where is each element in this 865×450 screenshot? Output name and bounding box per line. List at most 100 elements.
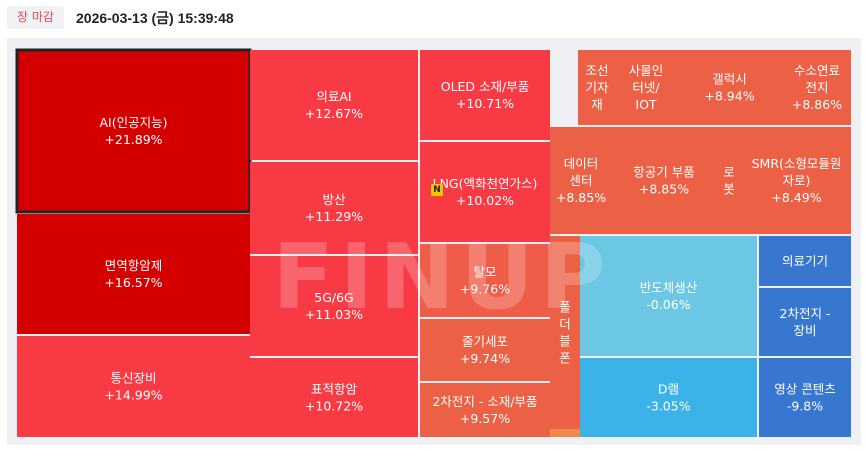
treemap-cell-name: 전지 [805,80,828,95]
treemap-chart: AI(인공지능) +21.89% 면역항암제 +16.57% 통신장비 +14.99% 의료… [15,48,851,437]
treemap-cell-change: +8.86% [792,97,842,112]
treemap-cell[interactable]: 표적항암 +10.72% [250,358,418,437]
treemap-cell-rect [716,127,742,234]
treemap-cell-name: 블 [559,333,571,348]
treemap-cell-change: +9.57% [460,411,510,426]
treemap-cell-name: 탈모 [473,264,496,279]
treemap-cell-name: 반도체생산 [640,280,698,295]
treemap-cell-name: 재 [591,97,603,112]
treemap-cell-change: -9.8% [787,398,823,413]
treemap-cell[interactable]: 면역항암제 +16.57% [17,214,250,334]
treemap-cell-name: 폴 [559,299,571,314]
treemap-cell[interactable]: 통신장비 +14.99% [17,336,250,437]
treemap-cell-rect [420,383,550,437]
treemap-cell-name: 더 [559,316,571,331]
treemap-cell-name: 의료AI [316,89,351,104]
treemap-cell-change: +8.85% [556,190,606,205]
treemap-cell[interactable]: 의료AI +12.67% [250,50,418,160]
treemap-cell-name: 항공기 부품 [633,164,694,179]
treemap-cell-name: 방산 [322,192,346,207]
treemap-cell-rect [612,127,716,234]
treemap-cell-rect [580,358,757,437]
treemap-cell-name: 조선 [585,63,608,78]
treemap-cell-rect [550,236,580,429]
treemap-cell[interactable]: 로봇 [716,127,742,234]
treemap-cell-rect [759,288,851,356]
treemap-cell-change: +11.03% [305,307,363,322]
treemap-cell-rect [742,127,851,234]
treemap-cell-name: D램 [658,381,679,396]
treemap-cell[interactable]: 방산 +11.29% [250,162,418,254]
treemap-cell-name: 통신장비 [110,370,156,385]
treemap-cell-change: +8.49% [771,190,821,205]
treemap-cell-change: +16.57% [104,275,162,290]
treemap-cell-change: +9.74% [460,351,510,366]
treemap-cell-change: +8.94% [704,88,754,103]
treemap-cell-rect [759,358,851,437]
treemap-cell-name: 데이터 [564,156,599,171]
treemap-cell[interactable]: 갤럭시 +8.94% [676,50,783,125]
treemap-cell-rect [616,50,676,125]
treemap-cell-name: 5G/6G [314,290,354,305]
treemap-cell-change: -3.05% [646,398,690,413]
treemap-cell-change: +9.76% [460,281,510,296]
treemap-cell-name: 기자 [585,80,609,95]
treemap-cell-name: 갤럭시 [712,71,747,86]
treemap-cell[interactable]: D램 -3.05% [580,358,757,437]
treemap-cell[interactable]: 2차전지 - 장비 [759,288,851,356]
treemap-cell-name: 장비 [793,323,816,338]
treemap-cell-name: 2차전지 - 소재/부품 [432,394,537,409]
treemap-cell-rect [420,50,550,140]
treemap-cell-name: 의료기기 [782,253,828,268]
treemap-cell[interactable]: 탈모 +9.76% [420,244,550,317]
treemap-cell-rect [420,244,550,317]
treemap-cell-change: +10.71% [456,96,514,111]
treemap-cell-name: 로 [723,164,735,179]
treemap-cell-name: LNG(액화천연가스) [433,176,538,191]
treemap-cell[interactable]: 5G/6G +11.03% [250,256,418,356]
treemap-accent-cell [550,429,580,437]
treemap-cell-rect [17,336,250,437]
treemap-cell-rect [250,162,418,254]
treemap-cell-rect [15,48,252,214]
treemap-cell[interactable]: 영상 콘텐츠 -9.8% [759,358,851,437]
treemap-cell-name: SMR(소형모듈원 [752,156,842,171]
treemap-cell-change: +12.67% [305,106,363,121]
treemap-cell-rect [550,127,612,234]
treemap-cell-change: +10.02% [456,193,514,208]
treemap-cell-rect [783,50,851,125]
treemap-cell-rect [580,236,757,356]
treemap-cell-name: 봇 [723,181,735,196]
treemap-cell[interactable]: 줄기세포 +9.74% [420,319,550,381]
treemap-cell-rect [250,50,418,160]
treemap-cell-name: 폰 [559,350,571,365]
treemap-cell[interactable]: LNG(액화천연가스) +10.02% [420,142,550,242]
treemap-cell[interactable]: 항공기 부품 +8.85% [612,127,716,234]
market-status-badge: 장 마감 [7,6,64,29]
treemap-cell-name: 표적항암 [311,381,358,396]
treemap-cell-rect [759,236,851,286]
treemap-cell-change: +21.89% [104,132,162,147]
treemap-cell[interactable]: 반도체생산 -0.06% [580,236,757,356]
treemap-cell-rect [250,358,418,437]
treemap-cell-name: 면역항암제 [105,258,163,273]
treemap-cell[interactable]: AI(인공지능) +21.89% [15,48,252,214]
treemap-cell-rect [676,50,783,125]
treemap-cell-name: IOT [635,97,657,112]
treemap-cell-name: 터넷/ [632,80,660,95]
treemap-cell-rect [17,214,250,334]
treemap-cell[interactable]: 의료기기 [759,236,851,286]
treemap-cell[interactable]: OLED 소재/부품 +10.71% [420,50,550,140]
treemap-panel: AI(인공지능) +21.89% 면역항암제 +16.57% 통신장비 +14.99% 의료… [7,38,861,445]
treemap-cell-change: -0.06% [646,297,690,312]
treemap-cell-rect [420,319,550,381]
treemap-cell-name: 영상 콘텐츠 [774,381,835,396]
treemap-cell-rect [250,256,418,356]
treemap-cell[interactable]: 2차전지 - 소재/부품 +9.57% [420,383,550,437]
